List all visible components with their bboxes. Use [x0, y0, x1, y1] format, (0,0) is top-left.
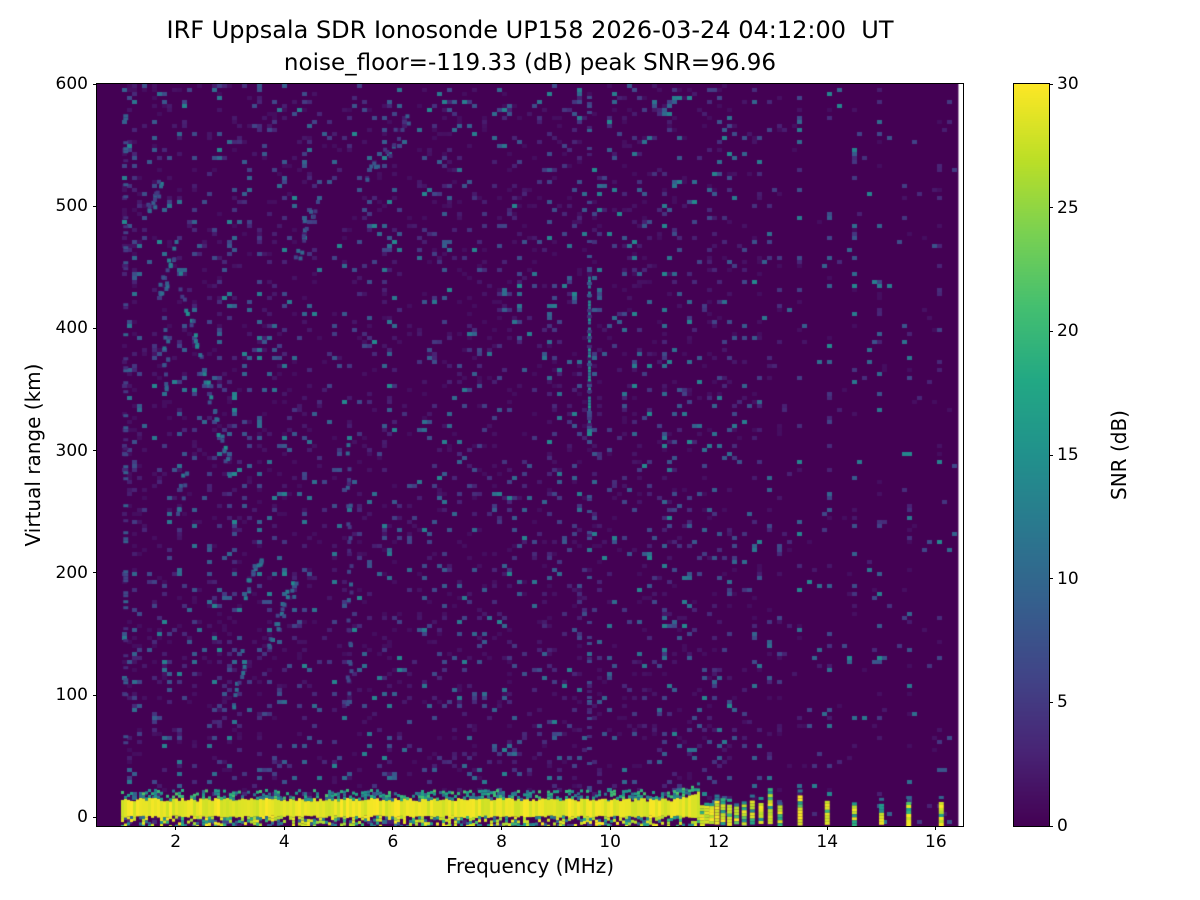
x-tick-label-10: 10 [599, 832, 621, 852]
x-tick-label-4: 4 [278, 832, 290, 852]
colorbar-tick-mark [1049, 454, 1053, 456]
x-tick-mark [392, 826, 394, 830]
colorbar-label: SNR (dB) [1107, 410, 1131, 500]
colorbar-tick-label-20: 20 [1057, 321, 1079, 342]
x-tick-mark [283, 826, 285, 830]
x-tick-mark [609, 826, 611, 830]
colorbar-tick-label-5: 5 [1057, 692, 1068, 713]
x-tick-label-2: 2 [170, 832, 182, 852]
x-tick-mark [826, 826, 828, 830]
colorbar-tick-label-10: 10 [1057, 568, 1079, 589]
x-axis-label: Frequency (MHz) [445, 854, 615, 878]
y-tick-label-500: 500 [55, 196, 88, 217]
y-tick-mark [93, 83, 97, 85]
ionogram-plot-area [96, 83, 964, 827]
colorbar-tick-label-30: 30 [1057, 74, 1079, 94]
x-tick-label-14: 14 [816, 832, 839, 852]
x-tick-label-8: 8 [496, 832, 507, 852]
y-tick-mark [93, 694, 97, 696]
colorbar-tick-mark [1049, 330, 1053, 332]
y-tick-label-100: 100 [55, 685, 88, 706]
colorbar-tick-mark [1049, 701, 1053, 703]
y-tick-label-200: 200 [55, 562, 88, 583]
y-tick-label-300: 300 [55, 440, 88, 461]
x-tick-mark [935, 826, 937, 830]
y-tick-mark [93, 572, 97, 574]
colorbar-tick-mark [1049, 207, 1053, 209]
y-tick-mark [93, 816, 97, 818]
y-tick-mark [93, 205, 97, 207]
colorbar-tick-label-0: 0 [1057, 816, 1068, 836]
colorbar-tick-mark [1049, 578, 1053, 580]
y-tick-label-0: 0 [77, 807, 88, 828]
x-tick-label-16: 16 [925, 832, 947, 852]
colorbar-tick-mark [1049, 83, 1053, 85]
x-tick-label-12: 12 [707, 832, 730, 852]
colorbar [1013, 83, 1050, 827]
chart-subtitle: noise_floor=-119.33 (dB) peak SNR=96.96 [283, 50, 777, 76]
x-tick-mark [175, 826, 177, 830]
chart-title: IRF Uppsala SDR Ionosonde UP158 2026-03-… [166, 16, 894, 44]
colorbar-tick-label-15: 15 [1057, 445, 1079, 465]
x-tick-mark [718, 826, 720, 830]
y-tick-mark [93, 327, 97, 329]
heatmap-canvas [97, 84, 963, 826]
y-tick-label-400: 400 [55, 318, 88, 339]
colorbar-gradient [1014, 84, 1049, 826]
y-tick-label-600: 600 [55, 74, 88, 94]
x-tick-label-6: 6 [387, 832, 399, 852]
colorbar-tick-label-25: 25 [1057, 197, 1079, 218]
y-axis-label: Virtual range (km) [21, 363, 45, 547]
colorbar-tick-mark [1049, 825, 1053, 827]
y-tick-mark [93, 450, 97, 452]
x-tick-mark [500, 826, 502, 830]
